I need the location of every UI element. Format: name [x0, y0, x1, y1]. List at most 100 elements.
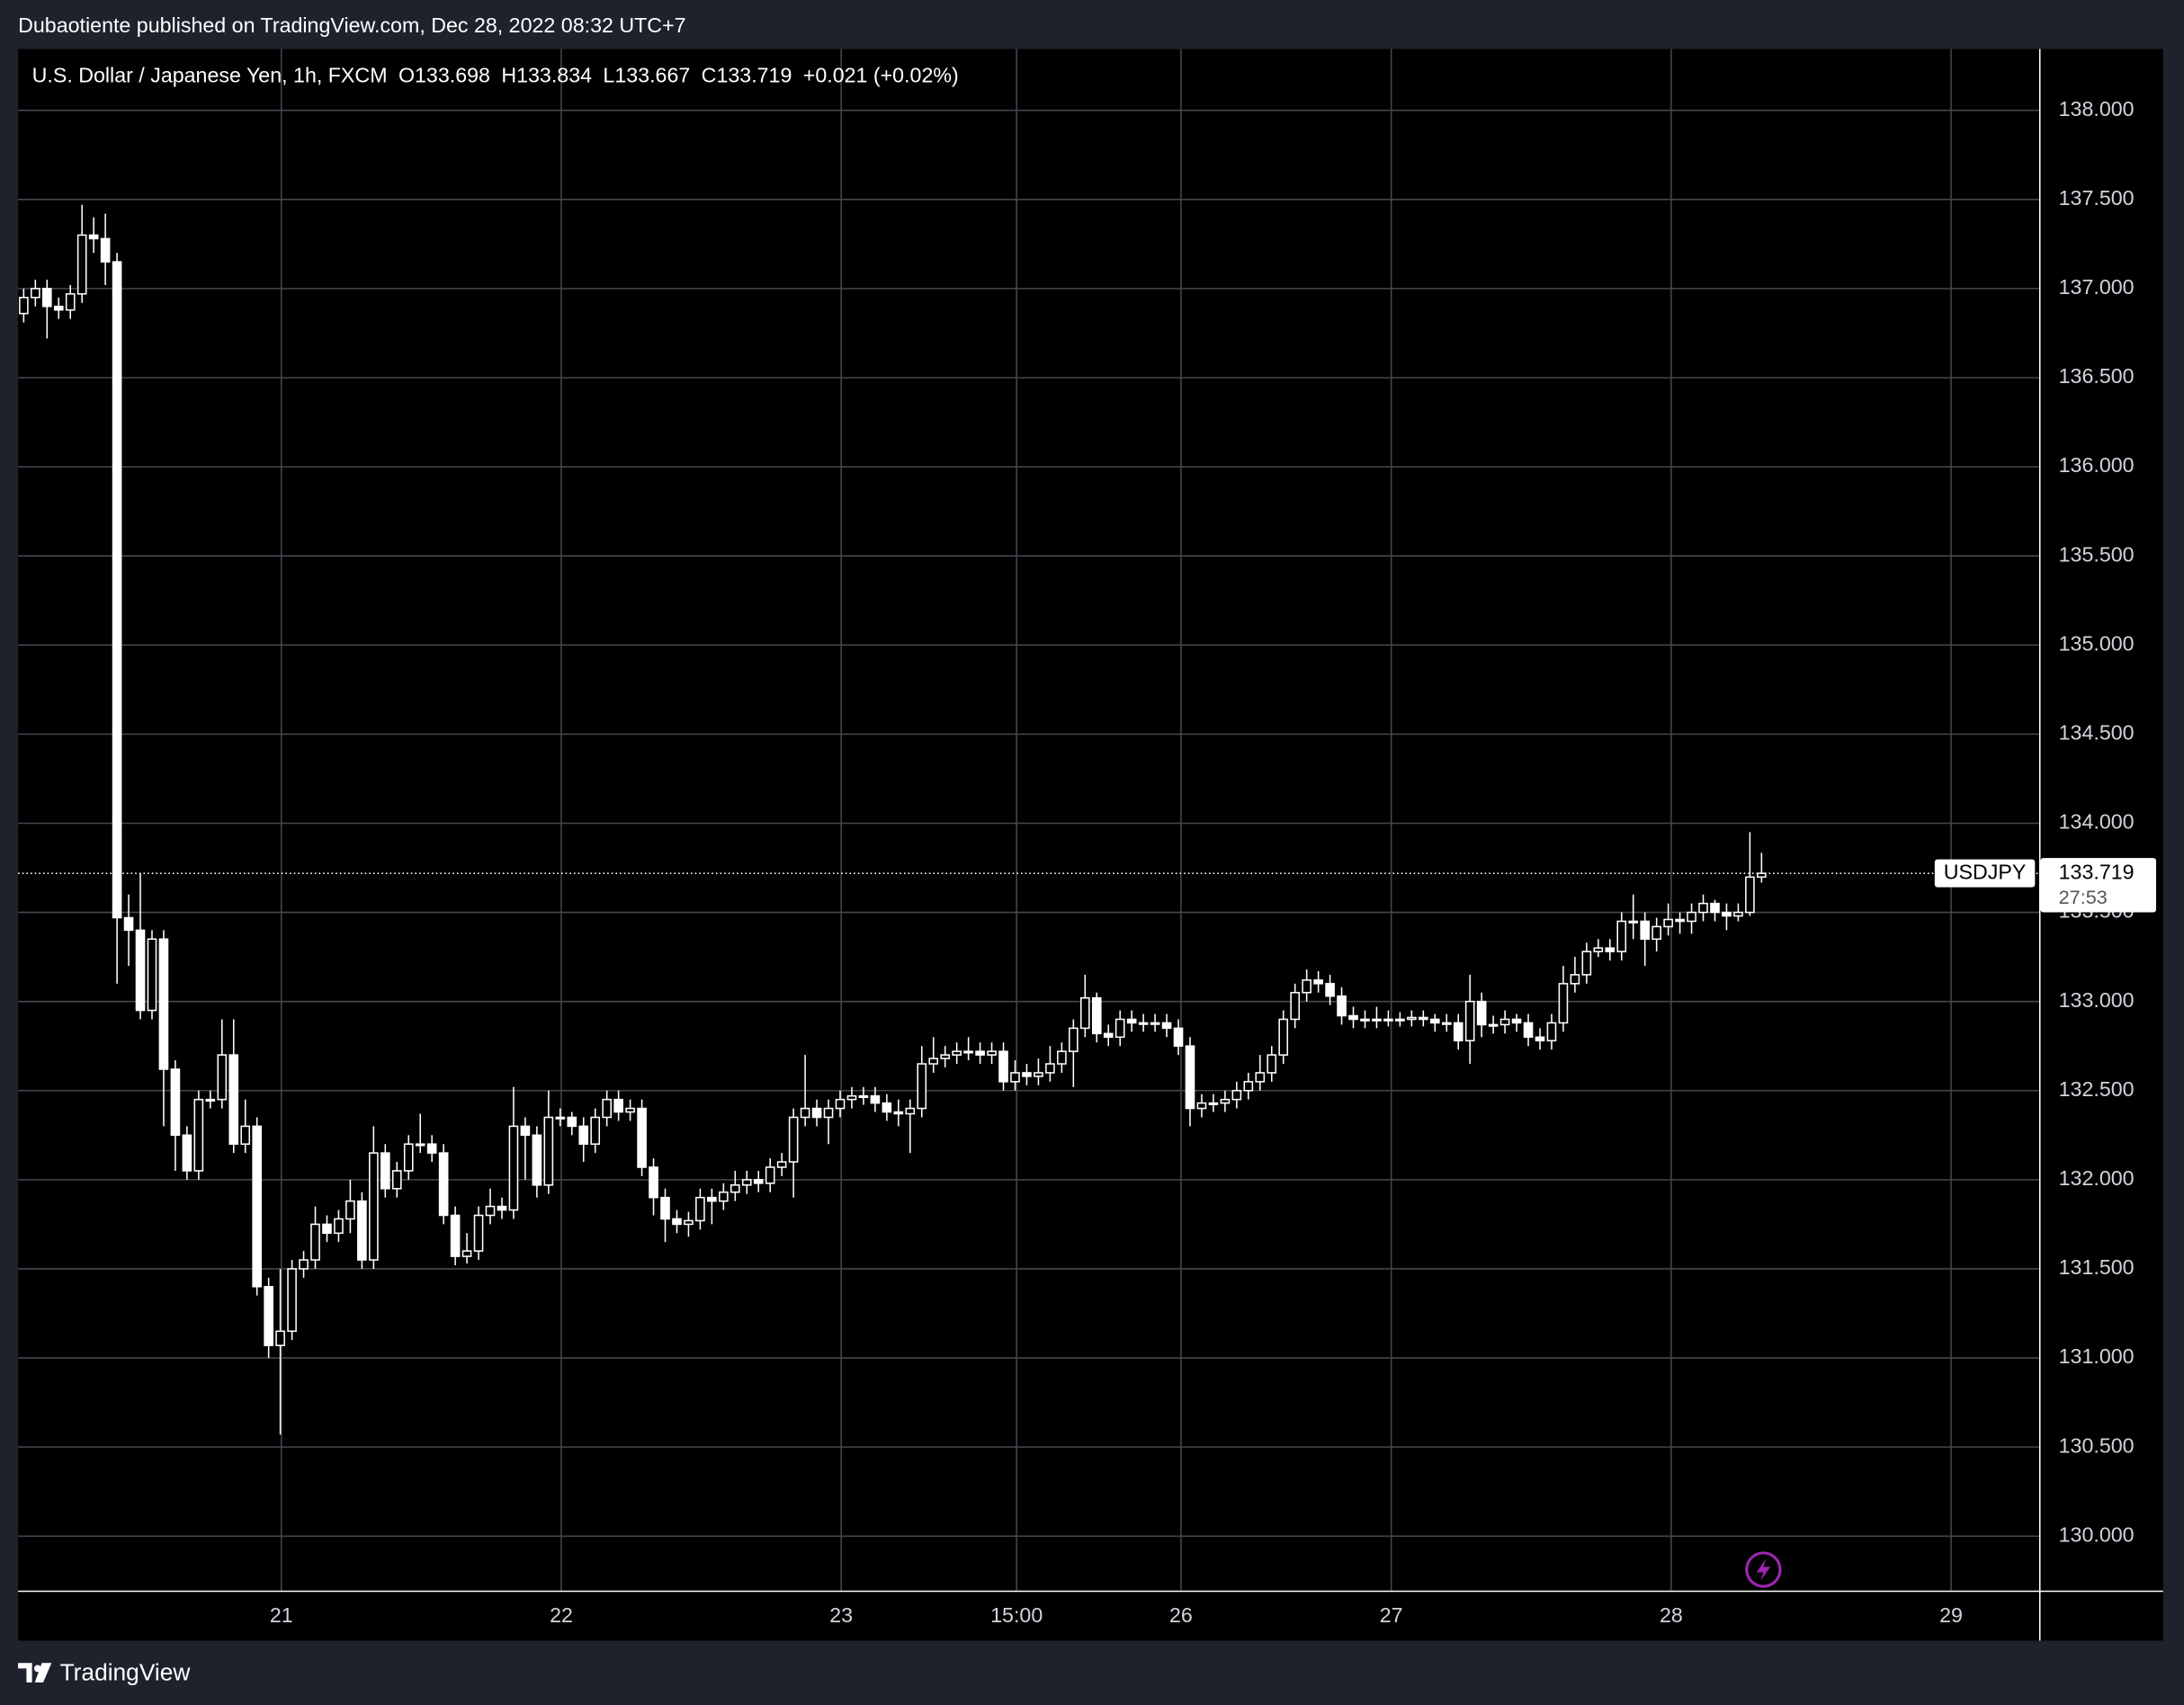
candle-body [532, 1134, 542, 1186]
candle-body [823, 1107, 834, 1119]
candle-body [391, 1170, 402, 1190]
candle-body [765, 1166, 775, 1184]
candle-body [1278, 1018, 1289, 1056]
candle-body [76, 234, 87, 295]
candle-body [776, 1161, 787, 1168]
candle-body [88, 234, 99, 240]
candle-body [334, 1218, 344, 1235]
y-tick-label: 132.500 [2059, 1077, 2135, 1101]
candle-body [1687, 911, 1696, 923]
candle-body [1196, 1102, 1207, 1110]
candle-body [940, 1054, 951, 1059]
candle-body [1511, 1018, 1522, 1024]
candle-body [1069, 1027, 1079, 1052]
candle-body [1091, 996, 1102, 1035]
candle-body [998, 1050, 1008, 1083]
candle-body [135, 929, 146, 1012]
candle-body [917, 1063, 927, 1110]
candle-body [322, 1223, 332, 1235]
chart-area [18, 49, 2163, 1641]
candle-body [41, 288, 52, 308]
candle-body [65, 293, 76, 311]
candle-body [602, 1098, 612, 1119]
candle-body [1745, 876, 1755, 914]
legend-open-label: O [398, 64, 415, 87]
candle-body [1337, 995, 1347, 1017]
grid [18, 49, 2039, 1591]
alert-bolt [1756, 1558, 1771, 1581]
y-tick-label: 132.000 [2059, 1166, 2135, 1190]
candle-body [858, 1094, 869, 1099]
candle-body [1419, 1016, 1428, 1021]
symbol-label: USDJPY [1944, 860, 2027, 883]
candle-body [1360, 1018, 1370, 1022]
candle-body [112, 261, 122, 919]
candle-body [1010, 1072, 1020, 1083]
candle-body [928, 1058, 939, 1065]
x-tick-label: 27 [1380, 1603, 1403, 1627]
y-tick-label: 137.500 [2059, 186, 2135, 210]
y-tick-label: 135.500 [2059, 542, 2135, 566]
candle-body [264, 1285, 273, 1346]
candle-body [1722, 911, 1732, 917]
x-tick-label: 23 [829, 1603, 853, 1627]
candle-body [1698, 902, 1708, 914]
candle-body [695, 1196, 705, 1222]
candles [18, 204, 2039, 1435]
legend-high-label: H [501, 64, 516, 87]
y-tick-label: 138.000 [2059, 97, 2135, 121]
legend-change: +0.021 (+0.02%) [803, 64, 959, 87]
candle-body [1243, 1081, 1254, 1092]
candle-body [1675, 918, 1685, 923]
candle-body [1733, 911, 1743, 917]
candle-body [1383, 1018, 1393, 1022]
price-tag-value: 133.719 [2059, 860, 2135, 883]
y-tick-label: 137.000 [2059, 275, 2135, 299]
candle-body [1348, 1014, 1358, 1021]
candle-body [450, 1214, 461, 1257]
y-tick-label: 134.000 [2059, 810, 2135, 834]
candle-body [1523, 1022, 1534, 1039]
candle-body [649, 1166, 658, 1199]
candle-body [811, 1107, 822, 1119]
chart-title: U.S. Dollar / Japanese Yen, 1h, FXCM [32, 64, 388, 87]
candle-body [1290, 991, 1301, 1021]
candle-body [438, 1152, 449, 1217]
candle-body [1114, 1018, 1125, 1039]
candle-body [1488, 1023, 1499, 1027]
candle-body [1231, 1089, 1242, 1101]
candle-body [1710, 902, 1720, 914]
candle-body [846, 1094, 857, 1101]
candle-body [299, 1259, 309, 1270]
logo-mark [18, 1663, 32, 1683]
x-tick-label: 21 [270, 1603, 293, 1627]
legend-low-label: L [603, 64, 614, 87]
candle-body [660, 1196, 670, 1220]
candle-body [426, 1143, 437, 1154]
y-tick-label: 134.500 [2059, 721, 2135, 745]
chart-legend: U.S. Dollar / Japanese Yen, 1h, FXCM O133… [32, 64, 959, 87]
candle-body [217, 1054, 228, 1101]
candle-body [170, 1068, 181, 1137]
candle-body [684, 1219, 694, 1226]
candle-body [158, 938, 169, 1070]
candle-body [1208, 1102, 1219, 1105]
candle-body [1302, 979, 1311, 994]
candle-body [1185, 1045, 1195, 1110]
candle-body [1499, 1018, 1510, 1026]
attribution: Dubaotiente published on TradingView.com… [18, 13, 685, 37]
y-tick-label: 131.000 [2059, 1344, 2135, 1368]
candle-body [1220, 1098, 1231, 1104]
candle-body [357, 1200, 367, 1261]
candle-body [1161, 1022, 1172, 1030]
candle-body [613, 1098, 623, 1113]
alert-icon [1745, 1551, 1782, 1588]
candle-body [625, 1107, 635, 1113]
candle-body [240, 1125, 251, 1145]
candle-body [1079, 996, 1090, 1030]
candle-body [1651, 925, 1661, 941]
candle-body [403, 1143, 414, 1172]
x-tick-label: 15:00 [990, 1603, 1043, 1627]
x-tick-label: 29 [1939, 1603, 1963, 1627]
